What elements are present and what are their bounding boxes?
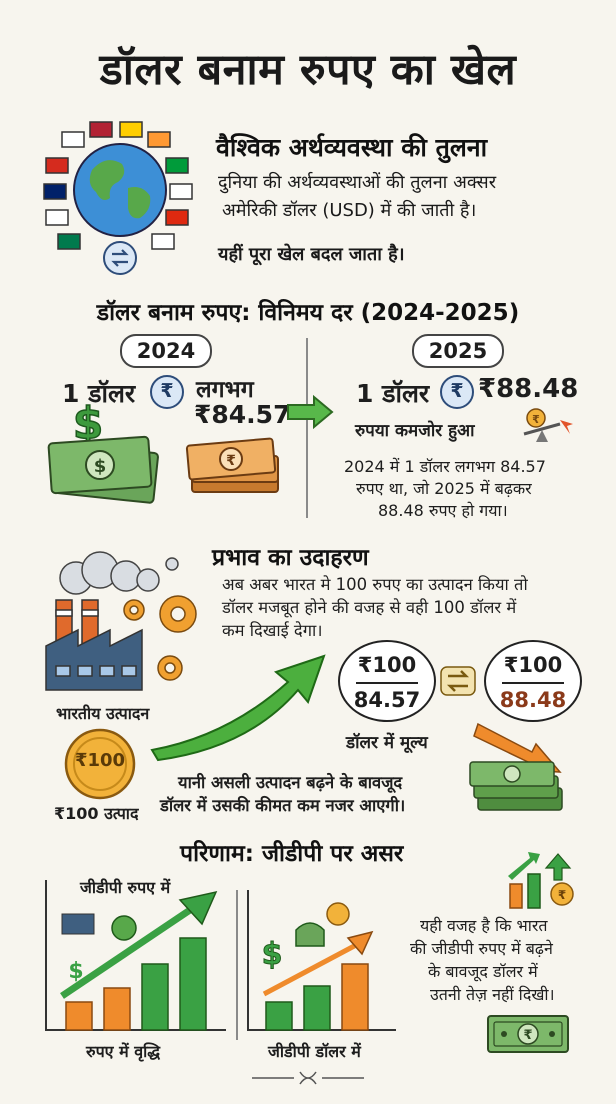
- summary-line-2: डॉलर में उसकी कीमत कम नजर आएगी।: [160, 796, 406, 815]
- chart2-caption: जीडीपी डॉलर में: [268, 1042, 361, 1061]
- svg-text:$: $: [68, 959, 83, 984]
- green-arrow-icon: [287, 394, 334, 430]
- rate-note-2: रुपए था, जो 2025 में बढ़कर: [356, 479, 532, 498]
- rupee-icon-2: ₹: [440, 375, 474, 409]
- svg-text:$: $: [262, 937, 283, 972]
- rising-arrow-icon: [150, 654, 326, 762]
- rate-note-1: 2024 में 1 डॉलर लगभग 84.57: [344, 457, 546, 476]
- weakened-label: रुपया कमजोर हुआ: [355, 421, 475, 441]
- gdp-rupee-chart: $: [45, 880, 226, 1031]
- page-title: डॉलर बनाम रुपए का खेल: [99, 45, 517, 95]
- rupee-icon: ₹: [150, 375, 184, 409]
- right-one-dollar: 1 डॉलर: [356, 379, 430, 408]
- conclusion-line-1: यही वजह है कि भारत: [420, 916, 548, 935]
- year-2025-pill: 2025: [412, 334, 504, 368]
- section1-line1: दुनिया की अर्थव्यवस्थाओं की तुलना अक्सर: [218, 172, 497, 193]
- cash-stack-icon: [469, 761, 563, 811]
- svg-text:₹: ₹: [558, 888, 566, 902]
- scale-down-icon: ₹: [523, 408, 573, 442]
- conclusion-line-4: उतनी तेज़ नहीं दिखी।: [430, 985, 555, 1004]
- gdp-dollar-chart: $: [247, 890, 396, 1031]
- svg-text:$: $: [94, 456, 107, 477]
- section1-line3: यहीं पूरा खेल बदल जाता है।: [218, 244, 405, 265]
- factory-label: भारतीय उत्पादन: [56, 704, 150, 723]
- divider: [306, 338, 308, 518]
- exchange-icon: [440, 666, 476, 696]
- bubble2-den: 88.48: [499, 688, 567, 712]
- section3-heading: प्रभाव का उदाहरण: [212, 545, 369, 571]
- globe-flags-icon: [43, 121, 193, 275]
- coin-label: ₹100 उत्पाद: [54, 804, 139, 823]
- svg-text:₹: ₹: [523, 1028, 532, 1043]
- value-bubble-2025: ₹100 88.48: [484, 640, 582, 722]
- bubble1-num: ₹100: [357, 653, 417, 677]
- conclusion-line-2: की जीडीपी रुपए में बढ़ने: [410, 939, 553, 958]
- dollar-bills-icon: $: [47, 435, 159, 504]
- svg-text:₹: ₹: [226, 453, 236, 469]
- impact-line-2: डॉलर मजबूत होने की वजह से वही 100 डॉलर म…: [222, 598, 517, 617]
- value-bubble-2024: ₹100 84.57: [338, 640, 436, 722]
- left-approx: लगभग: [196, 377, 254, 403]
- conclusion-line-3: के बावजूद डॉलर में: [428, 962, 538, 981]
- rupee-notes-icon: ₹: [185, 437, 279, 493]
- section4-heading: परिणाम: जीडीपी पर असर: [180, 841, 404, 867]
- rupee-coin-icon: [64, 728, 136, 800]
- bubble1-den: 84.57: [353, 688, 421, 712]
- svg-text:₹: ₹: [532, 413, 540, 426]
- chart1-title: जीडीपी रुपए में: [80, 878, 171, 897]
- section1-heading: वैश्विक अर्थव्यवस्था की तुलना: [216, 133, 488, 162]
- section2-heading: डॉलर बनाम रुपए: विनिमय दर (2024-2025): [96, 300, 520, 326]
- impact-line-1: अब अबर भारत मे 100 रुपए का उत्पादन किया …: [222, 575, 528, 594]
- section1-line2: अमेरिकी डॉलर (USD) में की जाती है।: [222, 200, 477, 221]
- chart1-caption: रुपए में वृद्धि: [86, 1042, 161, 1061]
- year-2024-pill: 2024: [120, 334, 212, 368]
- rupee-note-icon: ₹: [487, 1015, 569, 1053]
- value-label: डॉलर में मूल्य: [346, 733, 428, 753]
- right-rate: ₹88.48: [478, 374, 579, 404]
- rate-note-3: 88.48 रुपए हो गया।: [378, 501, 508, 520]
- left-one-dollar: 1 डॉलर: [62, 379, 136, 408]
- coin-text: ₹100: [74, 750, 126, 771]
- bubble2-num: ₹100: [503, 653, 563, 677]
- factory-icon: [45, 551, 197, 691]
- impact-line-3: कम दिखाई देगा।: [222, 621, 323, 640]
- growth-icon: ₹: [508, 852, 574, 909]
- footer-ornament-icon: [252, 1071, 364, 1085]
- divider-2: [236, 890, 238, 1040]
- left-rate: ₹84.57: [194, 400, 291, 429]
- summary-line-1: यानी असली उत्पादन बढ़ने के बावजूद: [178, 773, 403, 792]
